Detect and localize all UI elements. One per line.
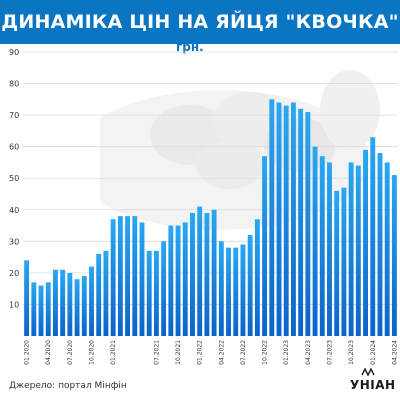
bar [334,190,340,336]
bar [391,175,397,336]
x-tick-label: 01.2021 [110,340,117,365]
bar [211,209,217,336]
y-tick-label: 80 [9,80,19,89]
y-tick-label: 70 [9,111,19,120]
bar [377,152,383,336]
bar [363,149,368,336]
bar [298,108,304,336]
x-tick-label: 10.2020 [89,340,96,365]
unian-logo: УНІАН [350,378,396,392]
bar [269,99,275,336]
bar [276,102,282,337]
x-tick-label: 04.2024 [391,340,398,365]
bar [146,250,152,336]
x-tick-label: 04.2020 [45,340,52,365]
bar [96,253,102,336]
bar [218,241,224,336]
bar [204,212,210,336]
x-tick-label: 07.2022 [240,340,247,365]
x-tick-label: 07.2020 [67,340,74,365]
x-tick-label: 07.2023 [326,340,333,365]
bar [197,206,203,336]
x-tick-label: 07.2021 [153,340,160,365]
bar [319,156,325,336]
bar [74,279,80,336]
y-tick-label: 90 [9,48,19,57]
bar [67,272,73,336]
y-tick-label: 10 [9,300,19,309]
bar [283,105,289,336]
bar [132,216,138,336]
bar [384,162,390,336]
bar [370,137,376,336]
logo-mark-icon [361,368,375,376]
bar [161,241,167,336]
x-tick-label: 04.2023 [305,340,312,365]
bar [110,219,116,336]
bar [81,276,87,336]
bar [182,222,188,336]
bar [103,250,109,336]
bar [38,285,44,336]
bar [31,282,37,336]
source-note: Джерело: портал Мінфін [9,381,127,391]
bar [175,225,181,336]
bar [290,102,296,337]
y-tick-label: 40 [9,206,19,215]
title-banner: ДИНАМІКА ЦІН НА ЯЙЦЯ "КВОЧКА" [0,0,400,44]
x-tick-label: 04.2022 [218,340,225,365]
x-tick-label: 01.2024 [370,340,377,365]
bar [89,266,94,336]
chart-title: ДИНАМІКА ЦІН НА ЯЙЦЯ "КВОЧКА" [1,11,399,33]
x-tick-label: 01.2020 [24,340,31,365]
bar [312,146,318,336]
bar [327,162,332,336]
bar [53,269,58,336]
y-tick-label: 20 [9,269,19,278]
bar [168,225,174,336]
y-tick-label: 60 [9,143,19,152]
y-tick-label: 50 [9,174,19,183]
bar [24,260,30,336]
x-tick-label: 01.2022 [197,340,204,365]
x-tick-label: 10.2023 [348,340,355,365]
bar [125,216,131,336]
bar [153,250,159,336]
bar [348,162,354,336]
bar [240,244,246,336]
bar [226,247,231,336]
bar [305,111,311,337]
bar [233,247,239,336]
y-tick-label: 30 [9,237,19,246]
bar [190,212,195,336]
bar [355,165,361,336]
bar [262,156,268,336]
x-tick-label: 10.2021 [175,340,182,365]
x-tick-label: 10.2022 [262,340,269,365]
bar [139,222,145,336]
x-tick-label: 01.2023 [283,340,290,365]
bar [341,187,347,336]
unit-label: грн. [176,40,204,54]
bar [45,282,51,336]
bar [117,216,123,336]
bar [247,235,253,336]
bar [60,269,66,336]
bar [254,219,260,336]
